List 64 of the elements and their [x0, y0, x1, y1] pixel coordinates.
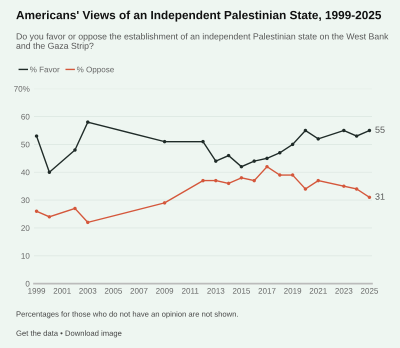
x-tick-label: 2013 [207, 288, 224, 294]
point [86, 220, 90, 224]
legend-label: % Oppose [76, 66, 114, 74]
x-tick-label: 2021 [310, 288, 327, 294]
point [240, 176, 244, 180]
point [73, 148, 77, 152]
x-tick-label: 2001 [54, 288, 71, 294]
point [265, 156, 269, 160]
point [342, 184, 346, 188]
point [48, 170, 52, 174]
point [226, 154, 230, 158]
y-tick-label: 0 [26, 280, 30, 287]
point [304, 187, 308, 191]
x-tick-label: 2017 [258, 288, 276, 294]
point [304, 128, 308, 132]
x-tick-label: 2007 [130, 288, 148, 294]
y-tick-label: 30 [21, 197, 30, 204]
point [162, 140, 166, 144]
point [240, 164, 244, 168]
point [265, 164, 269, 168]
x-tick-label: 1999 [28, 288, 46, 294]
y-tick-label: 50 [21, 142, 30, 148]
point [316, 178, 320, 182]
point [316, 137, 320, 141]
y-tick-label: 20 [21, 225, 30, 231]
point [252, 159, 256, 163]
x-tick-label: 2023 [335, 288, 352, 294]
point [252, 178, 256, 182]
point [354, 134, 358, 138]
chart-subtitle: Do you favor or oppose the establishment of an independent Palestinian state on the West Bank and the Gaza Strip? [16, 33, 388, 51]
point [354, 187, 358, 191]
point [201, 140, 205, 144]
y-tick-label: 60 [21, 114, 30, 120]
point [86, 120, 90, 124]
point [290, 173, 294, 177]
chart-title: Americans' Views of an Independent Palestinian State, 1999-2025 [16, 10, 382, 22]
x-tick-label: 2019 [284, 288, 302, 294]
point [226, 182, 230, 186]
data-label: 31 [375, 193, 385, 200]
data-label: 55 [375, 126, 385, 133]
legend-label: % Favor [30, 66, 60, 72]
x-tick-label: 2011 [182, 288, 198, 294]
point [368, 128, 372, 132]
point [278, 151, 282, 155]
point [162, 201, 166, 205]
point [278, 173, 282, 177]
point [342, 128, 346, 132]
point [201, 178, 205, 182]
point [214, 159, 218, 163]
point [73, 206, 77, 210]
y-tick-label: 70% [14, 86, 30, 92]
y-tick-label: 40 [21, 170, 30, 176]
point [48, 215, 52, 219]
x-tick-label: 2009 [156, 288, 174, 294]
x-tick-label: 2003 [79, 288, 96, 294]
point [34, 134, 38, 138]
point [214, 178, 218, 182]
point [34, 210, 38, 213]
x-tick-label: 2025 [360, 288, 378, 294]
point [290, 142, 294, 146]
x-tick-label: 2005 [104, 288, 122, 294]
x-tick-label: 2015 [232, 288, 250, 294]
point [368, 196, 372, 200]
y-tick-label: 10 [21, 253, 30, 259]
